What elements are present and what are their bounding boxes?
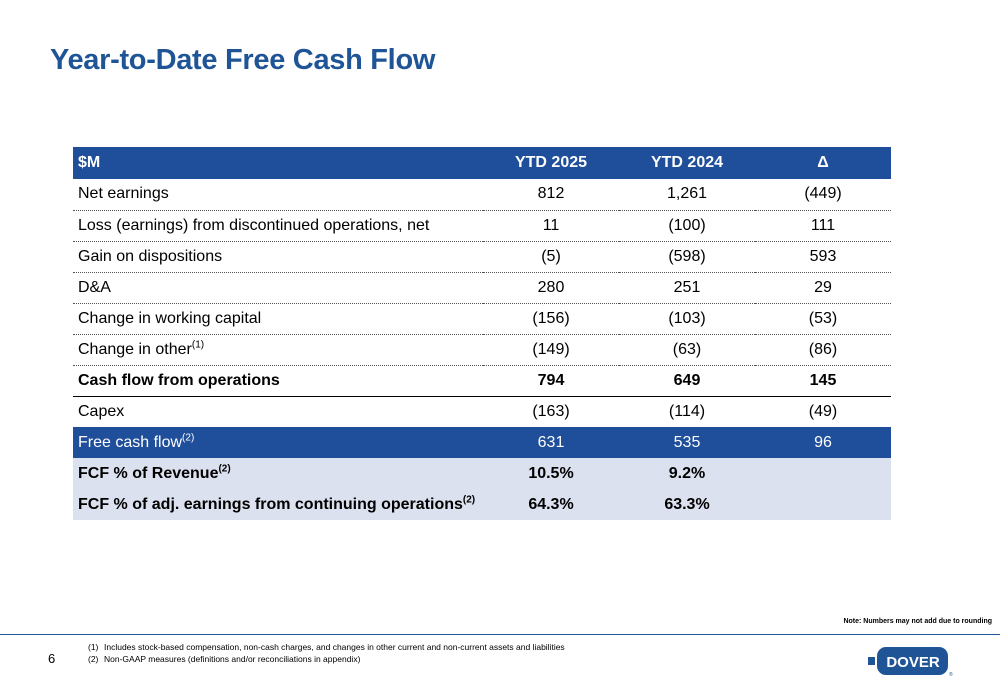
value-ytd-2024: 251 bbox=[619, 272, 755, 304]
row-label: Gain on dispositions bbox=[73, 241, 483, 273]
value-ytd-2025: 280 bbox=[483, 272, 619, 304]
header-label: $M bbox=[73, 147, 483, 179]
table-row: Change in other(1) (149) (63) (86) bbox=[73, 334, 891, 366]
value-ytd-2025: 11 bbox=[483, 210, 619, 242]
logo-badge bbox=[877, 647, 948, 675]
value-ytd-2024: (114) bbox=[668, 402, 706, 420]
footnotes: (1) Includes stock-based compensation, no… bbox=[88, 641, 565, 665]
value-ytd-2025: 812 bbox=[483, 179, 619, 211]
header-ytd-2025: YTD 2025 bbox=[483, 147, 619, 179]
row-label-text: Change in other bbox=[78, 340, 192, 358]
rounding-note: Note: Numbers may not add due to roundin… bbox=[843, 618, 992, 625]
page-title: Year-to-Date Free Cash Flow bbox=[50, 44, 436, 76]
value-ytd-2024: (63) bbox=[619, 334, 755, 366]
value-ytd-2025: 794 bbox=[483, 365, 619, 397]
row-label: Capex bbox=[78, 402, 125, 420]
table-row: Net earnings 812 1,261 (449) bbox=[73, 179, 891, 211]
footnote-number: (1) bbox=[88, 642, 99, 652]
value-ytd-2025: (156) bbox=[483, 303, 619, 335]
row-label: D&A bbox=[73, 272, 483, 304]
value-delta: 145 bbox=[755, 365, 891, 397]
value-delta: 29 bbox=[755, 272, 891, 304]
footnote-number: (2) bbox=[88, 654, 99, 664]
header-delta: Δ bbox=[755, 147, 891, 179]
value-ytd-2025: (163) bbox=[532, 402, 570, 420]
value-delta: (449) bbox=[755, 179, 891, 211]
row-label: Free cash flow(2) bbox=[73, 427, 483, 458]
logo-text: DOVER bbox=[886, 654, 940, 671]
value-delta: (49) bbox=[808, 402, 838, 420]
footnote-ref: (2) bbox=[462, 494, 476, 506]
table-row: Gain on dispositions (5) (598) 593 bbox=[73, 241, 891, 273]
row-label: Change in working capital bbox=[73, 303, 483, 335]
footnote-ref: (2) bbox=[182, 432, 195, 444]
value-delta bbox=[755, 489, 891, 520]
value-delta: (53) bbox=[755, 303, 891, 335]
row-label: FCF % of adj. earnings from continuing o… bbox=[73, 489, 483, 520]
logo-registered-mark: ® bbox=[949, 671, 953, 677]
row-label: Loss (earnings) from discontinued operat… bbox=[73, 210, 483, 242]
dover-logo: DOVER ® bbox=[868, 647, 953, 677]
footnote-ref: (1) bbox=[191, 339, 205, 351]
table-row-cash-flow-from-operations: Cash flow from operations 794 649 145 bbox=[73, 365, 891, 397]
footer-divider bbox=[0, 634, 1000, 635]
value-ytd-2025: 631 bbox=[483, 427, 619, 458]
row-label: Change in other(1) bbox=[73, 334, 483, 366]
value-ytd-2024: 9.2% bbox=[619, 458, 755, 489]
row-label-text: Free cash flow bbox=[78, 433, 183, 451]
value-delta: 96 bbox=[755, 427, 891, 458]
value-delta: 593 bbox=[755, 241, 891, 273]
value-ytd-2024: 63.3% bbox=[619, 489, 755, 520]
row-label: Cash flow from operations bbox=[73, 365, 483, 397]
value-ytd-2024: 649 bbox=[619, 365, 755, 397]
table-row: Loss (earnings) from discontinued operat… bbox=[73, 210, 891, 242]
value-delta bbox=[755, 458, 891, 489]
page-number: 6 bbox=[48, 651, 56, 666]
table-row-free-cash-flow: Free cash flow(2) 631 535 96 bbox=[73, 427, 891, 458]
value-ytd-2024: (598) bbox=[619, 241, 755, 273]
footnote-text: Non-GAAP measures (definitions and/or re… bbox=[104, 654, 361, 664]
value-ytd-2025: (149) bbox=[483, 334, 619, 366]
row-label-text: FCF % of adj. earnings from continuing o… bbox=[78, 495, 463, 513]
row-label: FCF % of Revenue(2) bbox=[73, 458, 483, 489]
table-row: Capex (163) (114) (49) bbox=[73, 396, 891, 427]
footnote-ref: (2) bbox=[218, 463, 231, 475]
value-delta: (86) bbox=[755, 334, 891, 366]
logo-bar-mark bbox=[868, 657, 875, 665]
value-ytd-2025: 10.5% bbox=[483, 458, 619, 489]
table-row-fcf-pct-adj-earnings: FCF % of adj. earnings from continuing o… bbox=[73, 489, 891, 520]
value-ytd-2025: 64.3% bbox=[483, 489, 619, 520]
value-ytd-2024: (100) bbox=[619, 210, 755, 242]
value-ytd-2025: (5) bbox=[483, 241, 619, 273]
row-label: Net earnings bbox=[73, 179, 483, 211]
header-ytd-2024: YTD 2024 bbox=[619, 147, 755, 179]
footnote: (2) Non-GAAP measures (definitions and/or… bbox=[88, 653, 565, 665]
value-ytd-2024: 1,261 bbox=[619, 179, 755, 211]
value-delta: 111 bbox=[755, 210, 891, 242]
value-ytd-2024: 535 bbox=[619, 427, 755, 458]
footnote: (1) Includes stock-based compensation, no… bbox=[88, 641, 565, 653]
row-label-text: FCF % of Revenue bbox=[78, 464, 219, 482]
value-ytd-2024: (103) bbox=[619, 303, 755, 335]
footnote-text: Includes stock-based compensation, non-c… bbox=[104, 642, 565, 652]
table-header-row: $M YTD 2025 YTD 2024 Δ bbox=[73, 147, 891, 179]
table-row: Change in working capital (156) (103) (5… bbox=[73, 303, 891, 335]
free-cash-flow-table: $M YTD 2025 YTD 2024 Δ Net earnings 812 … bbox=[73, 147, 891, 520]
table-row: D&A 280 251 29 bbox=[73, 272, 891, 304]
table-row-fcf-pct-revenue: FCF % of Revenue(2) 10.5% 9.2% bbox=[73, 458, 891, 489]
